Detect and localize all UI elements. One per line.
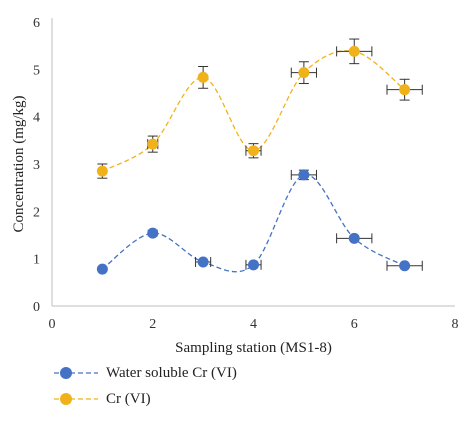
x-tick-label: 2 <box>149 317 156 332</box>
y-tick-label: 4 <box>33 111 40 126</box>
y-tick-label: 0 <box>33 300 40 315</box>
series-line-0 <box>101 174 405 273</box>
x-tick-label: 8 <box>452 317 459 332</box>
legend-item-water-soluble: Water soluble Cr (VI) <box>52 360 237 386</box>
x-tick-label: 0 <box>49 317 56 332</box>
y-tick-label: 6 <box>33 16 40 31</box>
data-point-series-0 <box>197 256 209 268</box>
data-point-series-0 <box>399 260 411 272</box>
data-point-series-0 <box>298 169 310 181</box>
data-point-series-0 <box>147 227 159 239</box>
data-point-series-1 <box>348 45 360 57</box>
data-point-series-1 <box>399 84 411 96</box>
data-point-series-0 <box>248 259 259 271</box>
y-tick-label: 2 <box>33 205 40 220</box>
y-tick-label: 3 <box>33 158 40 173</box>
x-tick-label: 4 <box>250 317 257 332</box>
legend-marker-water-soluble <box>54 367 98 379</box>
x-tick-label: 6 <box>351 317 358 332</box>
legend: Water soluble Cr (VI) Cr (VI) <box>52 360 237 412</box>
legend-marker-cr-vi <box>54 393 98 405</box>
data-point-series-1 <box>298 67 310 79</box>
x-axis-label: Sampling station (MS1-8) <box>175 340 332 356</box>
data-point-series-1 <box>197 71 209 83</box>
axes: 0 2 4 6 8 0 1 2 3 4 5 6 <box>33 16 459 332</box>
data-point-series-1 <box>96 165 108 177</box>
y-tick-label: 1 <box>33 253 40 268</box>
legend-item-cr-vi: Cr (VI) <box>52 386 237 412</box>
legend-label-water-soluble: Water soluble Cr (VI) <box>106 364 237 381</box>
y-tick-label: 5 <box>33 63 40 78</box>
error-bars <box>97 38 423 271</box>
legend-label-cr-vi: Cr (VI) <box>106 390 151 407</box>
y-axis-label: Concentration (mg/kg) <box>11 95 27 232</box>
data-point-series-1 <box>248 145 259 157</box>
data-points <box>96 45 411 275</box>
data-point-series-1 <box>147 138 159 150</box>
data-point-series-0 <box>96 263 108 275</box>
data-point-series-0 <box>348 232 360 244</box>
